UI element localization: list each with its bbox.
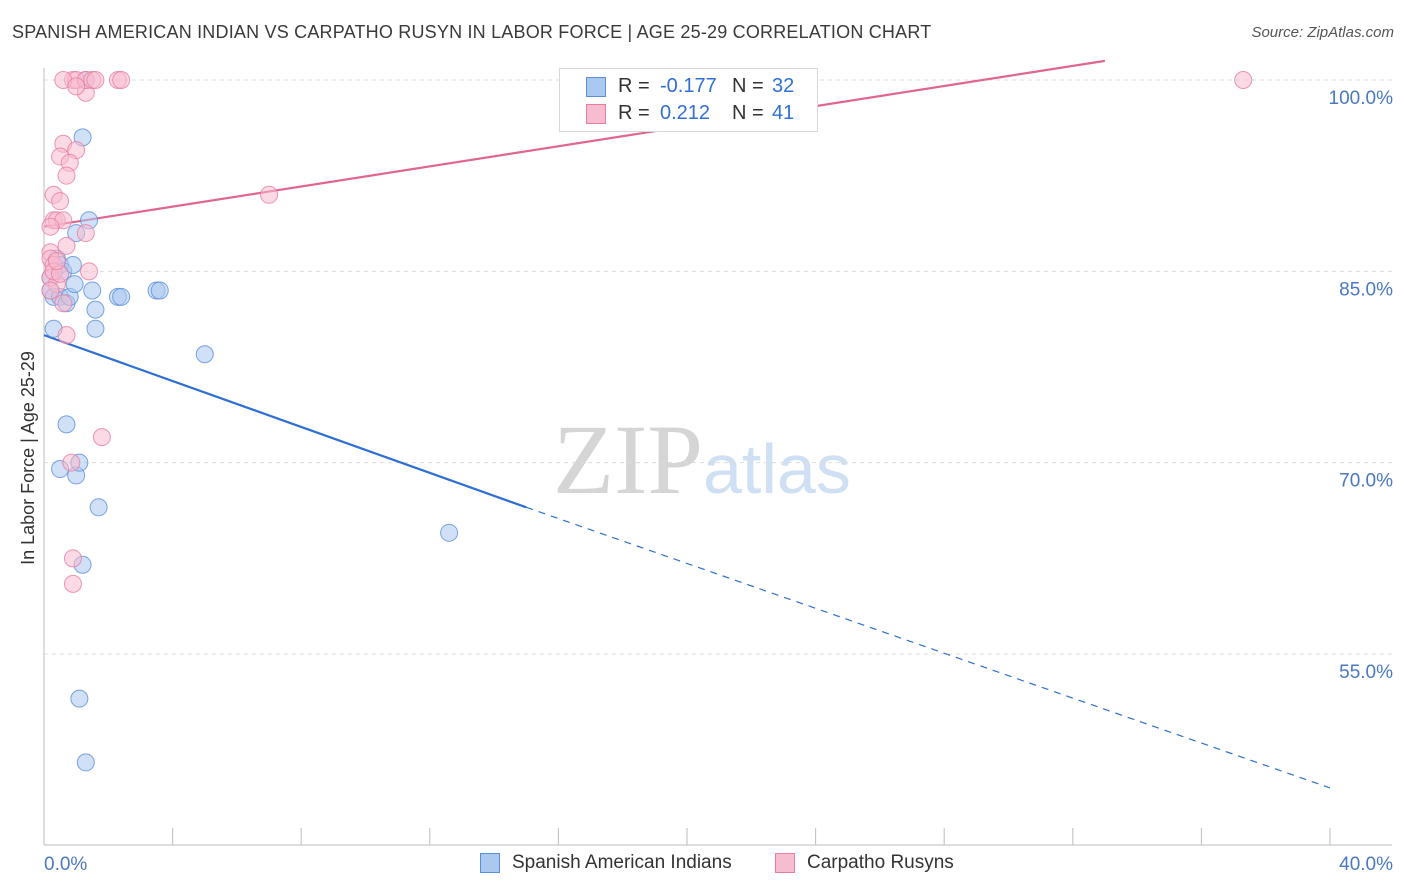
point-carpatho-rusyns bbox=[80, 262, 99, 281]
point-carpatho-rusyns bbox=[54, 294, 73, 313]
trend-line-extrapolated bbox=[526, 506, 1331, 789]
trend-line-spanish-american-indians bbox=[43, 334, 527, 509]
legend-n-label: N = bbox=[732, 75, 764, 97]
point-carpatho-rusyns bbox=[63, 574, 82, 593]
legend-label: Carpatho Rusyns bbox=[807, 852, 954, 873]
tick-labels: 100.0% 85.0% 70.0% 55.0% 0.0% 40.0% bbox=[44, 88, 1393, 875]
point-spanish-american-indians bbox=[83, 281, 102, 300]
trend-lines bbox=[43, 59, 1331, 789]
point-carpatho-rusyns bbox=[76, 224, 95, 243]
point-carpatho-rusyns bbox=[47, 252, 66, 271]
x-tick-label: 40.0% bbox=[1339, 854, 1393, 875]
point-spanish-american-indians bbox=[112, 287, 131, 306]
point-carpatho-rusyns bbox=[41, 281, 60, 300]
y-tick-label: 55.0% bbox=[1339, 662, 1393, 683]
point-carpatho-rusyns bbox=[57, 326, 76, 345]
chart-title: SPANISH AMERICAN INDIAN VS CARPATHO RUSY… bbox=[12, 22, 932, 42]
point-carpatho-rusyns bbox=[92, 428, 111, 447]
legend-swatch-blue bbox=[480, 853, 500, 873]
legend-swatch-pink bbox=[586, 104, 606, 124]
legend-n-label: N = bbox=[732, 102, 764, 124]
point-spanish-american-indians bbox=[86, 300, 105, 319]
legend-r-label: R = bbox=[618, 75, 650, 97]
point-carpatho-rusyns bbox=[57, 166, 76, 185]
point-carpatho-rusyns bbox=[1234, 71, 1253, 89]
y-tick-label: 100.0% bbox=[1329, 88, 1394, 109]
trend-line-carpatho-rusyns bbox=[43, 59, 1106, 228]
point-spanish-american-indians bbox=[65, 275, 84, 294]
data-points bbox=[41, 71, 1253, 772]
y-tick-label: 85.0% bbox=[1339, 279, 1393, 300]
point-carpatho-rusyns bbox=[62, 453, 81, 472]
x-tick-label: 0.0% bbox=[44, 854, 87, 875]
watermark-atlas: atlas bbox=[703, 430, 851, 508]
legend-n-value: 41 bbox=[772, 102, 795, 124]
axes bbox=[43, 68, 1392, 846]
watermark: ZIPatlas bbox=[553, 402, 851, 517]
correlation-legend: R = -0.177 N = 32 R = 0.212 N = 41 bbox=[559, 68, 818, 132]
point-spanish-american-indians bbox=[195, 345, 214, 364]
point-carpatho-rusyns bbox=[51, 192, 70, 211]
point-spanish-american-indians bbox=[76, 753, 95, 772]
point-carpatho-rusyns bbox=[41, 217, 60, 236]
point-carpatho-rusyns bbox=[67, 77, 86, 96]
y-tick-label: 70.0% bbox=[1339, 471, 1393, 492]
point-spanish-american-indians bbox=[89, 498, 108, 517]
point-carpatho-rusyns bbox=[260, 185, 279, 204]
point-carpatho-rusyns bbox=[57, 236, 76, 255]
point-spanish-american-indians bbox=[70, 689, 89, 708]
point-carpatho-rusyns bbox=[86, 71, 105, 89]
point-spanish-american-indians bbox=[150, 281, 169, 300]
legend-r-value: 0.212 bbox=[660, 102, 711, 124]
point-carpatho-rusyns bbox=[112, 71, 131, 89]
point-spanish-american-indians bbox=[86, 319, 105, 338]
legend-swatch-pink bbox=[775, 853, 795, 873]
gridlines bbox=[44, 79, 1392, 655]
legend-label: Spanish American Indians bbox=[512, 852, 732, 873]
source-label: Source: ZipAtlas.com bbox=[1251, 24, 1394, 41]
legend-r-value: -0.177 bbox=[660, 75, 717, 97]
point-carpatho-rusyns bbox=[63, 549, 82, 568]
point-spanish-american-indians bbox=[57, 415, 76, 434]
legend-swatch-blue bbox=[586, 77, 606, 97]
y-axis-label: In Labor Force | Age 25-29 bbox=[18, 351, 38, 565]
legend-r-label: R = bbox=[618, 102, 650, 124]
legend-n-value: 32 bbox=[772, 75, 795, 97]
point-spanish-american-indians bbox=[440, 523, 459, 542]
watermark-zip: ZIP bbox=[553, 404, 703, 515]
